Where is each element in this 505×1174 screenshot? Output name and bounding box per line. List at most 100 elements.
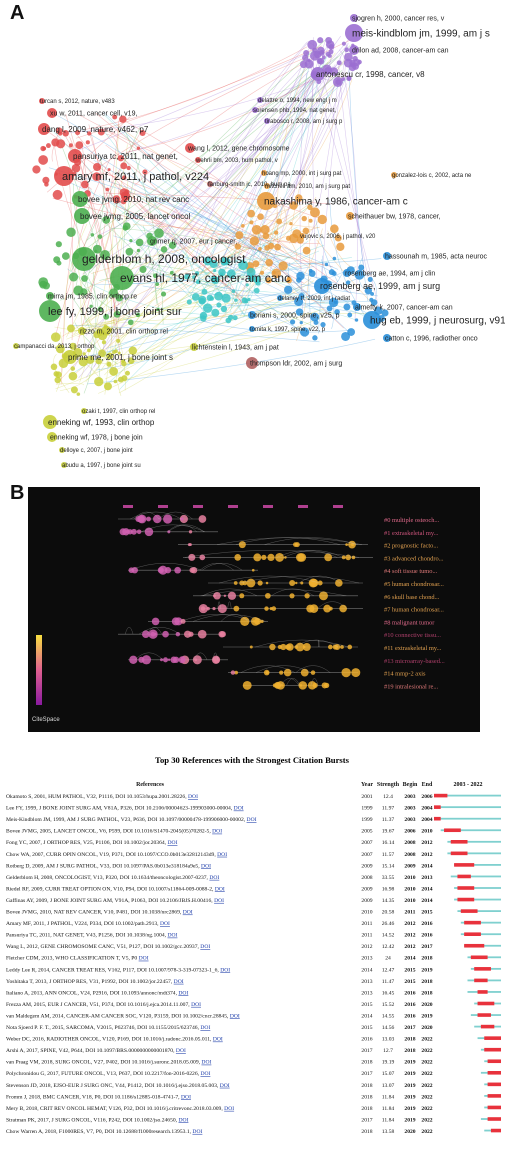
timeline-node: [233, 605, 240, 612]
network-minor-node: [304, 59, 314, 69]
bursts-row-year: 2015: [361, 1025, 372, 1031]
network-link: [220, 80, 314, 266]
network-minor-node: [82, 352, 86, 356]
citation-bursts-panel: Top 30 References with the Strongest Cit…: [0, 735, 505, 1169]
network-minor-node: [54, 376, 61, 384]
bursts-row-begin: 2011: [405, 910, 416, 916]
network-minor-node: [113, 379, 118, 384]
doi-link[interactable]: DOI: [160, 921, 170, 927]
network-node-label: delaney tf, 2009, int j radiat: [278, 296, 350, 302]
doi-link[interactable]: DOI: [167, 933, 177, 939]
doi-link[interactable]: DOI: [220, 967, 230, 973]
bursts-row-year: 2009: [361, 863, 372, 869]
network-link: [84, 72, 347, 328]
doi-link[interactable]: DOI: [224, 1106, 234, 1112]
network-minor-node: [313, 320, 319, 325]
timeline-tick: [193, 505, 203, 508]
network-minor-node: [309, 207, 320, 218]
network-minor-node: [38, 155, 49, 165]
doi-link[interactable]: DOI: [191, 1002, 201, 1008]
network-minor-node: [341, 77, 346, 82]
bursts-row-strength: 13.03: [382, 1037, 395, 1043]
timeline-node: [240, 616, 250, 627]
doi-link[interactable]: DOI: [220, 1083, 230, 1089]
doi-link[interactable]: DOI: [234, 806, 244, 812]
network-minor-node: [302, 246, 311, 255]
bursts-row-begin: 2010: [404, 886, 415, 892]
network-node-label: turcan s, 2012, nature, v483: [40, 99, 115, 105]
timeline-arc: [168, 524, 205, 532]
doi-link[interactable]: DOI: [247, 817, 257, 823]
bursts-row-end: 2022: [421, 1117, 432, 1123]
doi-link[interactable]: DOI: [209, 875, 219, 881]
doi-link[interactable]: DOI: [183, 910, 193, 916]
timeline-arc: [255, 665, 312, 673]
network-minor-node: [327, 53, 332, 58]
network-link: [98, 280, 314, 394]
network-node: [72, 191, 88, 207]
network-minor-node: [307, 58, 311, 62]
doi-link[interactable]: DOI: [212, 829, 222, 835]
network-link: [233, 226, 298, 275]
network-minor-node: [312, 335, 318, 341]
doi-link[interactable]: DOI: [200, 944, 210, 950]
bursts-row-begin: 2018: [404, 1037, 415, 1043]
network-node: [63, 350, 77, 364]
doi-link[interactable]: DOI: [167, 840, 177, 846]
doi-link[interactable]: DOI: [217, 852, 227, 858]
bursts-burst-bar: [480, 1024, 495, 1029]
network-node-label: hug eb, 1999, j neurosurg, v91: [370, 316, 505, 327]
bursts-burst-bar: [487, 1105, 501, 1110]
timeline-node: [160, 658, 164, 662]
bursts-row-year: 2014: [361, 1013, 372, 1019]
network-node: [353, 303, 361, 311]
timeline-node: [350, 543, 355, 547]
timeline-node: [192, 655, 202, 665]
doi-link[interactable]: DOI: [213, 1037, 223, 1043]
timeline-node: [223, 594, 227, 598]
network-minor-node: [370, 299, 378, 306]
timeline-node: [167, 658, 171, 662]
doi-link[interactable]: DOI: [174, 979, 184, 985]
doi-link[interactable]: DOI: [192, 1129, 202, 1135]
doi-link[interactable]: DOI: [200, 1071, 210, 1077]
network-minor-node: [55, 127, 63, 135]
bursts-row-year: 2018: [361, 1083, 372, 1089]
bursts-row-year: 2017: [361, 1117, 372, 1123]
network-link: [164, 60, 342, 243]
bursts-row-reference: Weber DC, 2016, RADIOTHER ONCOL, V120, P…: [6, 1037, 223, 1043]
timeline-arc: [129, 563, 202, 571]
doi-link[interactable]: DOI: [200, 1025, 210, 1031]
doi-link[interactable]: DOI: [201, 1060, 211, 1066]
doi-link[interactable]: DOI: [188, 794, 198, 800]
bursts-burst-bar: [487, 1071, 501, 1075]
doi-link[interactable]: DOI: [176, 1048, 186, 1054]
network-node-label: amary mf, 2011, j pathol, v224: [62, 171, 209, 183]
network-minor-node: [318, 49, 325, 56]
network-minor-node: [92, 244, 102, 254]
doi-link[interactable]: DOI: [178, 1117, 188, 1123]
doi-link[interactable]: DOI: [230, 1013, 240, 1019]
network-link: [56, 383, 84, 386]
bursts-row-strength: 13.58: [382, 1129, 395, 1135]
network-link: [137, 195, 194, 275]
network-link: [88, 124, 115, 326]
bursts-row: Bovee JVMG, 2005, LANCET ONCOL, V6, P599…: [6, 828, 501, 835]
timeline-node: [275, 552, 285, 562]
bursts-row-reference: Riedel RF, 2009, CURR TREAT OPTION ON, V…: [6, 886, 225, 892]
doi-link[interactable]: DOI: [139, 956, 149, 962]
doi-link[interactable]: DOI: [201, 863, 211, 869]
doi-link[interactable]: DOI: [215, 886, 225, 892]
bursts-row-strength: 16.45: [382, 990, 395, 996]
bursts-row-reference: Mery B, 2018, CRIT REV ONCOL HEMAT, V126…: [6, 1106, 234, 1112]
doi-link[interactable]: DOI: [181, 1094, 191, 1100]
network-minor-node: [97, 128, 105, 136]
doi-link[interactable]: DOI: [178, 990, 188, 996]
timeline-node: [299, 684, 303, 687]
timeline-node: [199, 554, 206, 561]
bursts-row-strength: 26.46: [382, 921, 395, 927]
network-minor-node: [51, 138, 60, 147]
doi-link[interactable]: DOI: [214, 898, 224, 904]
network-minor-node: [101, 325, 112, 336]
network-minor-node: [122, 222, 131, 231]
